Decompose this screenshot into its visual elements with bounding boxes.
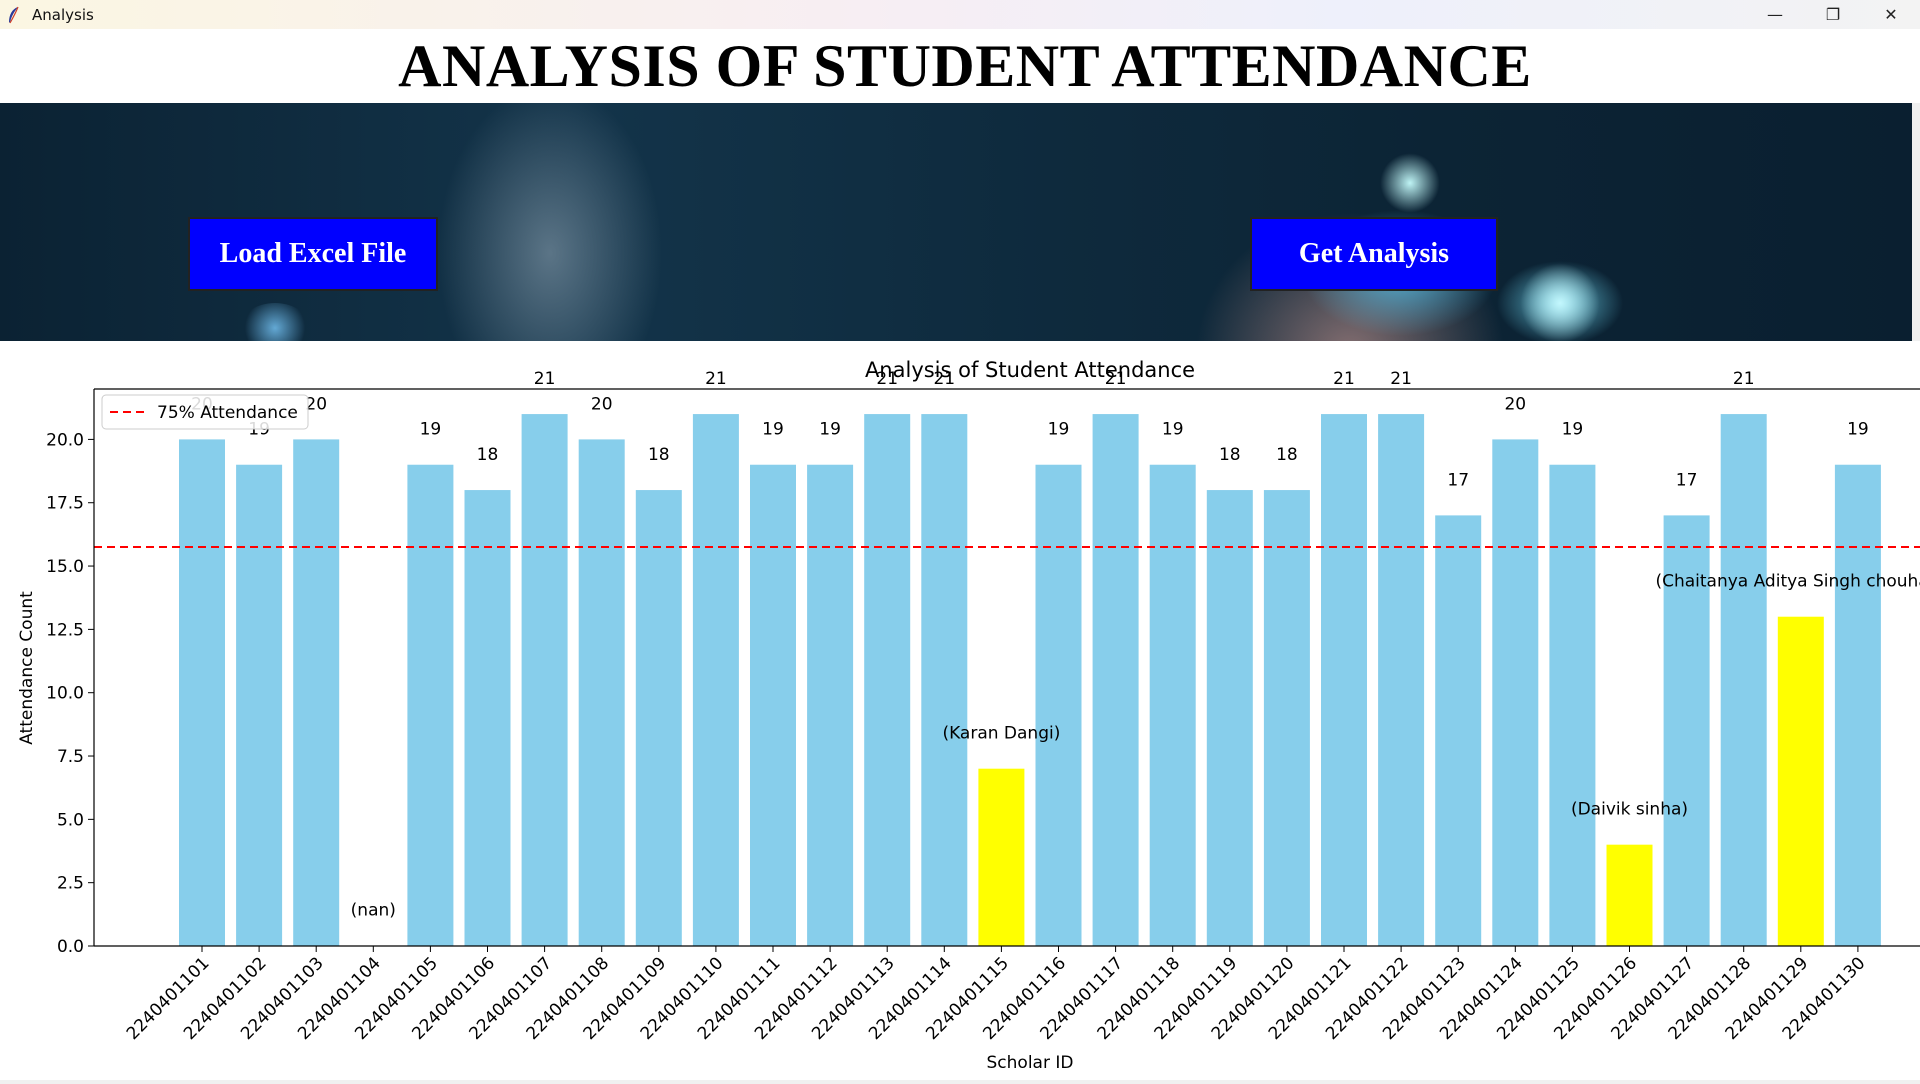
y-tick-label: 10.0 xyxy=(46,684,84,704)
bar-value-label: 20 xyxy=(591,394,613,414)
low-attendance-label: (Daivik sinha) xyxy=(1571,800,1688,820)
window-title: Analysis xyxy=(32,5,94,24)
window-titlebar: Analysis — ❐ ✕ xyxy=(0,0,1920,29)
bar-value-label: 19 xyxy=(1048,420,1070,440)
bar-value-label: 21 xyxy=(534,369,556,389)
chart-bar xyxy=(1834,464,1881,946)
chart-bar xyxy=(578,439,625,946)
window-controls: — ❐ ✕ xyxy=(1746,0,1920,29)
chart-bar xyxy=(807,464,854,946)
banner-image xyxy=(0,103,1912,341)
y-tick-label: 12.5 xyxy=(46,620,84,640)
feather-icon xyxy=(9,6,19,23)
y-tick-label: 2.5 xyxy=(57,874,84,894)
bar-value-label: 18 xyxy=(1219,445,1241,465)
chart-bar xyxy=(864,414,911,946)
bar-value-label: 19 xyxy=(1162,420,1184,440)
get-analysis-button[interactable]: Get Analysis xyxy=(1250,217,1498,291)
chart-bar xyxy=(179,439,225,946)
bar-value-label: 19 xyxy=(819,420,841,440)
chart-bar xyxy=(1777,616,1824,946)
chart-bar xyxy=(1206,490,1253,946)
bar-value-label: 18 xyxy=(477,445,499,465)
chart-bar xyxy=(1549,464,1596,946)
chart-bar xyxy=(1606,844,1653,946)
close-button[interactable]: ✕ xyxy=(1884,5,1898,24)
bar-value-label: 18 xyxy=(648,445,670,465)
bar-value-label: 20 xyxy=(305,394,327,414)
y-tick-label: 0.0 xyxy=(57,937,84,957)
bar-value-label: 17 xyxy=(1676,470,1698,490)
chart-bar xyxy=(1263,490,1310,946)
x-axis-title: Scholar ID xyxy=(987,1053,1074,1073)
bar-value-label: 21 xyxy=(933,369,955,389)
y-tick-label: 5.0 xyxy=(57,810,84,830)
bar-value-label: 17 xyxy=(1447,470,1469,490)
y-axis-title: Attendance Count xyxy=(17,591,37,745)
chart-bar xyxy=(1092,414,1139,946)
y-tick-label: 7.5 xyxy=(57,747,84,767)
bar-value-label: 18 xyxy=(1276,445,1298,465)
chart-bar xyxy=(1492,439,1539,946)
chart-canvas: 0.0 2.5 5.0 7.5 10.0 12.5 15.0 17.5 20.0 22404011… xyxy=(0,341,1920,1080)
banner-glow xyxy=(1380,153,1440,213)
bar-value-label: 20 xyxy=(1504,394,1526,414)
y-tick-label: 17.5 xyxy=(46,494,84,514)
chart-bar xyxy=(293,439,340,946)
chart-bar xyxy=(1720,414,1767,946)
bar-value-label: 21 xyxy=(1733,369,1755,389)
legend-threshold-label: 75% Attendance xyxy=(157,403,298,423)
banner-glow xyxy=(1520,263,1600,341)
chart-bar xyxy=(1035,464,1082,946)
low-attendance-label: (Karan Dangi) xyxy=(942,724,1060,744)
minimize-button[interactable]: — xyxy=(1767,5,1783,24)
chart-bar xyxy=(464,490,511,946)
chart-bar xyxy=(635,490,682,946)
chart-bar xyxy=(1435,515,1482,946)
bar-value-label: 21 xyxy=(1333,369,1355,389)
chart-bar xyxy=(521,414,568,946)
legend-box xyxy=(101,394,309,430)
bar-value-label: 21 xyxy=(1105,369,1127,389)
chart-bar xyxy=(1663,515,1710,946)
y-tick-label: 20.0 xyxy=(46,430,84,450)
attendance-chart: 0.02.55.07.510.012.515.017.520.022404011… xyxy=(17,358,1920,1073)
banner-glow xyxy=(240,303,310,341)
load-excel-button[interactable]: Load Excel File xyxy=(188,217,438,291)
chart-bar xyxy=(978,768,1025,946)
page-title: ANALYSIS OF STUDENT ATTENDANCE xyxy=(398,33,1532,99)
chart-bar xyxy=(407,464,454,946)
chart-bar xyxy=(921,414,968,946)
bar-value-label: 21 xyxy=(1390,369,1412,389)
chart-bar xyxy=(236,464,283,946)
chart-bar xyxy=(1378,414,1425,946)
bar-value-label: 19 xyxy=(1847,420,1869,440)
restore-button[interactable]: ❐ xyxy=(1825,5,1841,24)
bar-value-label: 19 xyxy=(1562,420,1584,440)
bar-value-label: 19 xyxy=(762,420,784,440)
chart-bar xyxy=(750,464,796,946)
chart-bar xyxy=(1149,464,1196,946)
y-tick-label: 15.0 xyxy=(46,557,84,577)
chart-bar xyxy=(1321,414,1367,946)
chart-title: Analysis of Student Attendance xyxy=(865,358,1195,382)
bar-value-label: 19 xyxy=(420,420,442,440)
low-attendance-label: (nan) xyxy=(351,901,396,921)
bar-value-label: 21 xyxy=(876,369,898,389)
chart-bar xyxy=(692,414,739,946)
header-panel xyxy=(0,29,1920,103)
low-attendance-label: (Chaitanya Aditya Singh chouhan) xyxy=(1655,572,1920,592)
bar-value-label: 21 xyxy=(705,369,727,389)
